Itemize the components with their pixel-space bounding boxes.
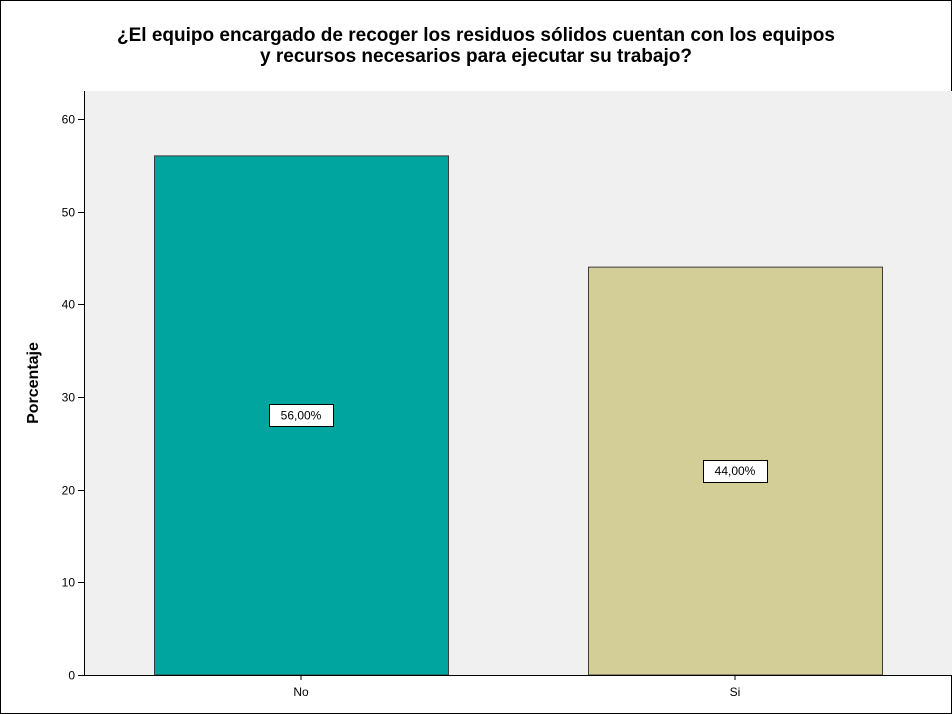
data-label-box-si (703, 460, 768, 483)
data-label-box-no (269, 404, 334, 427)
y-tick-label-60: 60 (62, 113, 76, 127)
data-label-si: 44,00% (715, 464, 756, 478)
y-tick-label-30: 30 (62, 391, 76, 405)
y-axis-label: Porcentaje (25, 342, 42, 424)
x-tick-label-si: Si (730, 685, 741, 699)
chart-title: ¿El equipo encargado de recoger los resi… (0, 25, 952, 67)
data-label-no: 56,00% (281, 408, 322, 422)
y-tick-label-10: 10 (62, 576, 76, 590)
y-tick-label-40: 40 (62, 298, 76, 312)
y-tick-label-0: 0 (68, 669, 75, 683)
x-tick-label-no: No (293, 685, 309, 699)
y-tick-label-50: 50 (62, 206, 76, 220)
chart-title-line-1: ¿El equipo encargado de recoger los resi… (117, 25, 835, 46)
chart-title-line-2: y recursos necesarios para ejecutar su t… (260, 46, 692, 67)
y-tick-label-20: 20 (62, 484, 76, 498)
